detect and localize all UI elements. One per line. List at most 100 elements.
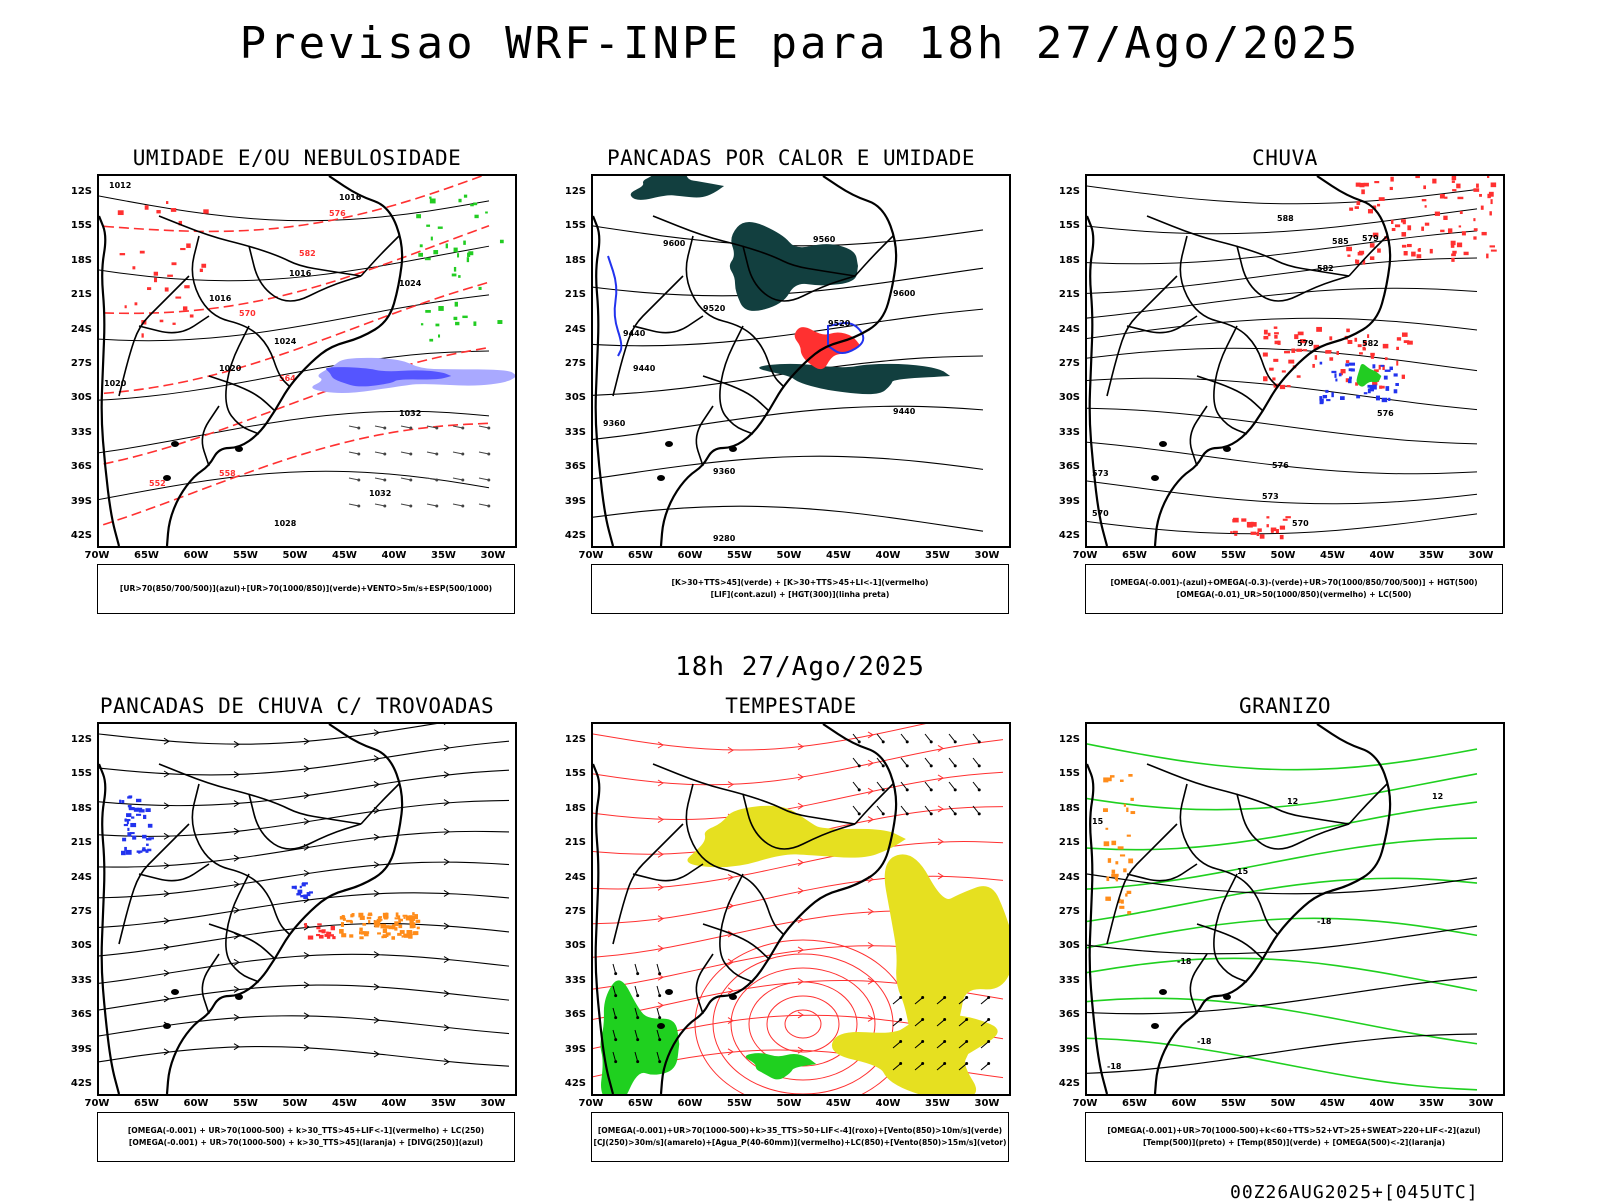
panel-granizo: GRANIZO -18 -18 -18 -18 12 15 15 12 [OMEGA(-0.0… — [1050, 694, 1520, 1164]
map-umidade: 1012 1016 1016 1016 1020 1024 1028 1032 1032 1024… — [97, 174, 517, 548]
contour-label: 15 — [1237, 867, 1249, 876]
jet-stream-area — [831, 1014, 998, 1094]
legend-line: [OMEGA(-0.001) + UR>70(1000-500) + k>30_… — [127, 1126, 485, 1135]
contour-label: 1016 — [289, 269, 312, 278]
wind-850-area — [600, 980, 680, 1094]
lat-tick-label: 15S — [70, 220, 92, 232]
contour-label: 12 — [1432, 792, 1443, 801]
contour-label: 576 — [1377, 409, 1394, 418]
contour-label: 570 — [239, 309, 256, 318]
lat-tick-label: 42S — [564, 1078, 586, 1089]
contour-label: 579 — [1297, 339, 1314, 348]
lon-tick-label: 30W — [974, 550, 1000, 561]
contour-label: -18 — [1197, 1037, 1212, 1046]
map-canvas: 9600 9560 9520 9440 9440 9520 9600 9440 9360 9360… — [593, 176, 984, 546]
precip-cells — [117, 201, 209, 338]
panel-trovoadas: PANCADAS DE CHUVA C/ TROVOADAS [OMEGA(-0… — [62, 694, 532, 1164]
lat-tick-label: 39S — [1058, 1043, 1080, 1055]
legend-box: [UR>70(850/700/500)](azul)+[UR>70(1000/8… — [97, 564, 515, 614]
lat-tick-label: 15S — [1058, 220, 1080, 232]
legend-box: [K>30+TTS>45](verde) + [K>30+TTS>45+LI<-… — [591, 564, 1009, 614]
legend-line: [OMEGA(-0.001)+UR>70(1000-500)+k>35_TTS>… — [597, 1126, 1003, 1135]
lon-tick-label: 45W — [826, 1098, 851, 1109]
legend-line: [Temp(500)](preto) + [Temp(850)](verde) … — [1142, 1138, 1446, 1147]
run-time-label: 00Z26AUG2025+[045UTC] — [1230, 1182, 1479, 1203]
lat-tick-label: 30S — [70, 940, 92, 952]
legend-box: [OMEGA(-0.001)+UR>70(1000-500)+k<60+TTS>… — [1085, 1112, 1503, 1162]
lon-tick-label: 55W — [1221, 550, 1246, 561]
map-canvas: -18 -18 -18 -18 12 15 15 12 — [1087, 724, 1478, 1094]
precip-cells — [1103, 774, 1136, 915]
lat-tick-label: 15S — [70, 768, 92, 780]
lon-tick-label: 45W — [1320, 550, 1345, 561]
contour-label: 1024 — [399, 279, 422, 288]
lat-tick-label: 27S — [1058, 358, 1080, 369]
lat-tick-label: 42S — [70, 530, 92, 541]
contour-label: 1032 — [369, 489, 391, 498]
lon-tick-label: 30W — [480, 1098, 506, 1109]
contour-label: 9520 — [703, 304, 726, 313]
contour-label: 15 — [1092, 817, 1104, 826]
wind-850-area — [745, 1053, 817, 1080]
map-chuva: 588 585 582 579 579 576 576 573 573 570 570 582 — [1085, 174, 1505, 548]
contour-label: 9280 — [713, 534, 736, 543]
contour-label: 564 — [279, 374, 296, 383]
lon-tick-label: 70W — [84, 550, 110, 561]
contour-label: 585 — [1332, 237, 1349, 246]
contour-label: 582 — [1362, 339, 1379, 348]
panel-title: UMIDADE E/OU NEBULOSIDADE — [132, 146, 462, 170]
contour-label: 9560 — [813, 235, 836, 244]
precip-cells — [304, 923, 336, 940]
contour-label: 1028 — [274, 519, 297, 528]
map-pancadas-calor: 9600 9560 9520 9440 9440 9520 9600 9440 9360 9360… — [591, 174, 1011, 548]
lon-tick-label: 55W — [727, 1098, 752, 1109]
lon-tick-label: 60W — [677, 1098, 703, 1109]
lon-tick-label: 65W — [1122, 1098, 1147, 1109]
lat-tick-label: 33S — [564, 974, 586, 986]
contour-label: 570 — [1092, 509, 1109, 518]
legend-line: [OMEGA(-0.001)+UR>70(1000-500)+k<60+TTS>… — [1107, 1126, 1481, 1135]
coastline-borders — [1087, 176, 1392, 546]
lat-tick-label: 24S — [564, 323, 586, 335]
lon-tick-label: 40W — [1369, 550, 1395, 561]
lon-tick-label: 40W — [1369, 1098, 1395, 1109]
lon-tick-label: 65W — [1122, 550, 1147, 561]
panel-title: CHUVA — [1252, 146, 1318, 170]
lat-tick-label: 12S — [564, 186, 586, 197]
contour-label: 9440 — [623, 329, 646, 338]
lat-tick-label: 21S — [564, 837, 586, 849]
lat-tick-label: 12S — [70, 734, 92, 745]
legend-box: [OMEGA(-0.001)+UR>70(1000-500)+k>35_TTS>… — [591, 1112, 1009, 1162]
instability-area — [759, 363, 951, 395]
lat-tick-label: 33S — [564, 426, 586, 438]
legend-line: [OMEGA(-0.01)_UR>50(1000/850)(vermelho) … — [1176, 590, 1412, 599]
lat-tick-label: 36S — [564, 1009, 586, 1021]
lon-tick-label: 30W — [974, 1098, 1000, 1109]
lon-tick-label: 35W — [925, 550, 950, 561]
contour-label: -18 — [1177, 957, 1192, 966]
contour-label: 576 — [329, 209, 346, 218]
wind-vectors — [892, 996, 991, 1071]
contour-label: 576 — [1272, 461, 1289, 470]
lat-tick-label: 27S — [70, 906, 92, 917]
lon-tick-label: 45W — [826, 550, 851, 561]
cyclone-contour — [712, 953, 894, 1094]
map-tempestade — [591, 722, 1011, 1096]
lat-tick-label: 30S — [70, 392, 92, 404]
contour-label: 1024 — [274, 337, 297, 346]
lon-tick-label: 65W — [134, 1098, 159, 1109]
contour-label: 1020 — [104, 379, 127, 388]
lon-tick-label: 50W — [776, 550, 802, 561]
lif-contour — [827, 322, 865, 354]
lat-tick-label: 33S — [1058, 974, 1080, 986]
lat-tick-label: 30S — [564, 940, 586, 952]
contour-label: 1016 — [339, 193, 362, 202]
jet-stream-area — [687, 805, 906, 868]
wind-vectors — [852, 733, 981, 816]
lat-tick-label: 21S — [1058, 837, 1080, 849]
panel-title: TEMPESTADE — [725, 694, 857, 718]
contour-label: 573 — [1092, 469, 1109, 478]
lat-tick-label: 21S — [70, 837, 92, 849]
lat-tick-label: 30S — [1058, 940, 1080, 952]
lat-tick-label: 24S — [1058, 323, 1080, 335]
